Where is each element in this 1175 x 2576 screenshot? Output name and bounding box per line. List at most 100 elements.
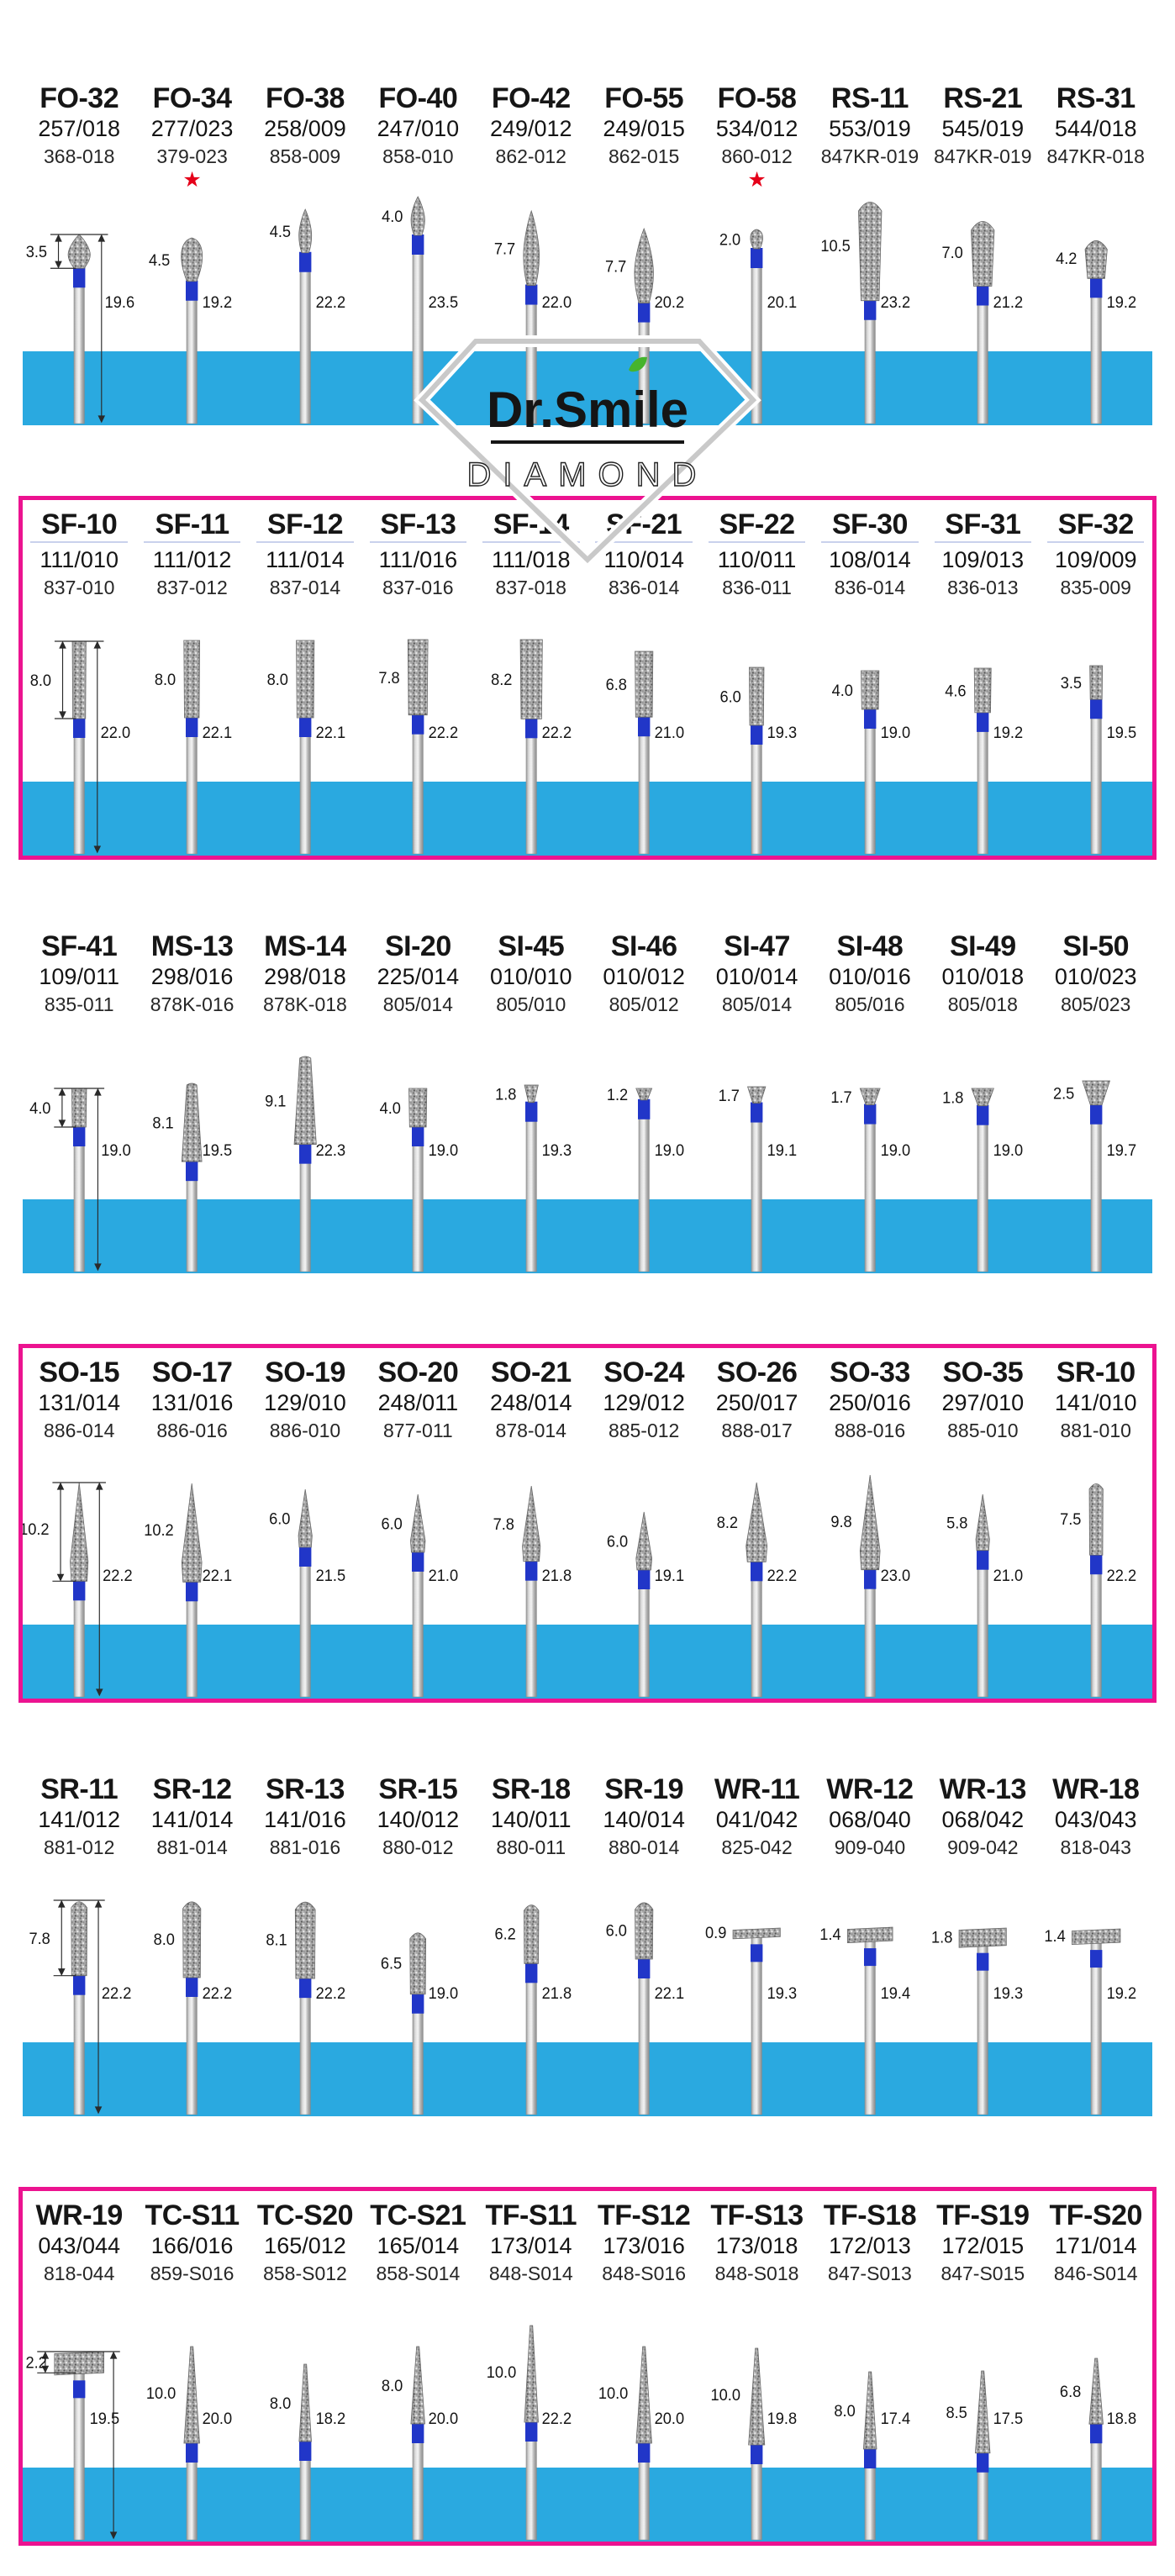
bur-shank [525, 1579, 537, 1698]
product-code: TF-S12 [597, 2199, 691, 2231]
bur-head [635, 1512, 652, 1571]
bur-figure: 1.8 19.3 [926, 1864, 1039, 2116]
bur-shank [525, 1120, 537, 1272]
product-header: SO-24 129/012 885-012 [588, 1356, 700, 1444]
total-length-label: 17.4 [880, 2410, 909, 2427]
bur-head [408, 639, 429, 716]
bur-illustration: 8.0 22.1 [266, 640, 345, 855]
bur-neck-band [72, 718, 86, 739]
head-size-label: 8.0 [382, 2377, 403, 2394]
header-rule [143, 540, 241, 543]
head-size-label: 1.7 [830, 1088, 851, 1105]
bur-shank [187, 2461, 198, 2541]
bur-figure: 1.4 19.4 [814, 1864, 926, 2116]
reference-number: 885-012 [608, 1419, 680, 1441]
product-header: WR-19 043/044 818-044 [23, 2199, 135, 2287]
bur-figure: 5.8 21.0 [926, 1446, 1039, 1699]
iso-number: 544/018 [1054, 116, 1137, 142]
total-length-label: 19.3 [767, 1983, 797, 2001]
product-header: SO-26 250/017 888-017 [700, 1356, 813, 1444]
product-header: SF-32 109/009 835-009 [1040, 508, 1152, 601]
product-code: MS-13 [150, 930, 234, 963]
bur-neck-band [186, 717, 198, 738]
iso-number: 111/016 [378, 546, 458, 572]
reference-number: 805/012 [609, 993, 679, 1016]
product-code: SF-14 [493, 508, 570, 540]
iso-number: 108/014 [829, 546, 911, 572]
head-size-label: 4.5 [149, 250, 170, 268]
bur-neck-band [863, 299, 877, 320]
head-size-label: 1.8 [942, 1088, 963, 1106]
bur-head [182, 1901, 202, 1978]
reference-number: 848-S018 [714, 2262, 799, 2284]
bur-head [298, 1489, 313, 1548]
bur-illustration: 6.0 19.1 [607, 1512, 684, 1698]
iso-number: 110/011 [717, 546, 797, 572]
bur-figure: 10.0 22.2 [475, 2289, 588, 2542]
total-length-label: 19.1 [767, 1140, 797, 1158]
product-row: SO-15 131/014 886-014 SO-17 131/016 886-016 SO… [18, 1343, 1157, 1704]
bur-figure: 6.2 21.8 [475, 1864, 588, 2116]
product-header: SF-11 111/012 837-012 [135, 508, 248, 601]
total-length-label: 19.0 [101, 1140, 130, 1158]
total-length-label: 23.2 [880, 292, 909, 310]
dimension-arrows [54, 1087, 105, 1271]
total-length-label: 20.0 [203, 2410, 232, 2427]
total-length-label: 22.2 [103, 1567, 132, 1584]
iso-number: 041/042 [715, 1807, 798, 1833]
product-code: SF-21 [606, 508, 682, 540]
blue-strip [23, 2468, 1152, 2542]
bur-head [859, 1475, 881, 1571]
bur-illustration: 1.8 19.3 [931, 1927, 1023, 2115]
bur-head [750, 229, 764, 249]
head-size-label: 10.0 [486, 2363, 515, 2381]
bur-shank [864, 1940, 876, 2115]
product-header: SR-18 140/011 880-011 [475, 1773, 588, 1861]
bur-figure: 1.7 19.0 [814, 1021, 926, 1273]
bur-neck-band [186, 280, 198, 301]
total-length-label: 21.2 [993, 292, 1023, 310]
iso-number: 111/014 [266, 546, 345, 572]
bur-shank [751, 1120, 763, 1272]
bur-shank [864, 2467, 876, 2541]
product-code: WR-18 [1052, 1773, 1140, 1806]
bur-figure: 8.2 22.2 [700, 1446, 813, 1699]
bur-figure: 8.0 18.2 [249, 2289, 361, 2542]
bur-figure: 1.8 19.0 [926, 1021, 1039, 1273]
total-length-label: 19.0 [429, 1140, 458, 1158]
bur-neck-band [637, 2442, 651, 2463]
product-code: SO-21 [490, 1356, 572, 1388]
iso-number: 010/014 [715, 964, 798, 990]
head-size-label: 7.0 [942, 243, 963, 261]
bur-head [748, 2347, 766, 2446]
bur-neck-band [751, 1561, 763, 1582]
bur-illustration: 4.0 19.0 [29, 1087, 131, 1272]
bur-illustration: 7.8 22.2 [379, 639, 458, 855]
header-row: FO-32 257/018 368-018 FO-34 277/023 379-023 ★ F… [23, 82, 1152, 190]
product-code: SO-33 [830, 1356, 910, 1388]
iso-number: 140/012 [377, 1807, 460, 1833]
reference-number: 881-010 [1060, 1419, 1131, 1441]
head-size-label: 6.8 [606, 676, 627, 693]
reference-number: 835-009 [1060, 576, 1131, 598]
head-size-label: 10.0 [146, 2384, 176, 2402]
head-size-label: 8.0 [155, 671, 176, 688]
product-header: SR-19 140/014 880-014 [588, 1773, 700, 1861]
reference-number: 859-S016 [150, 2262, 234, 2284]
reference-number: 805/018 [947, 993, 1018, 1016]
head-size-label: 10.0 [711, 2386, 740, 2404]
reference-number: 878K-016 [150, 993, 234, 1016]
product-code: TC-S11 [145, 2199, 240, 2231]
bur-head [70, 1483, 89, 1582]
bur-illustration: 6.2 21.8 [494, 1904, 572, 2115]
product-code: SF-30 [831, 508, 909, 540]
bur-figure: 8.5 17.5 [926, 2289, 1039, 2542]
product-code: WR-19 [35, 2199, 124, 2231]
bur-head [71, 640, 87, 719]
bur-figure: 8.0 22.1 [135, 603, 248, 856]
bur-head [181, 237, 203, 282]
bur-illustration: 3.5 19.6 [26, 233, 134, 424]
bur-illustration: 10.0 19.8 [711, 2347, 798, 2541]
head-size-label: 7.8 [493, 1515, 514, 1533]
